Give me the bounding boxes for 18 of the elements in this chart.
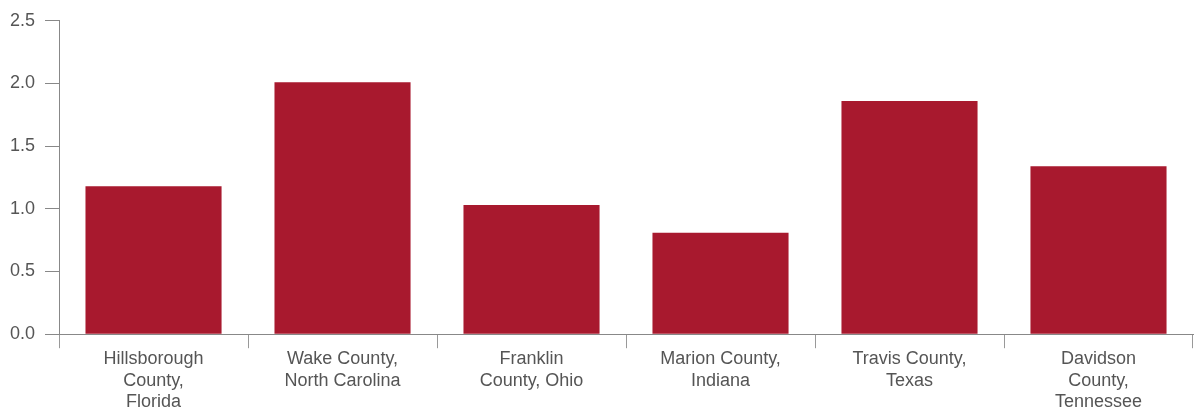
bar xyxy=(841,101,978,334)
x-tick-label: Wake County, North Carolina xyxy=(284,347,402,390)
y-tick-label: 1.0 xyxy=(9,197,36,218)
y-tick-label: 0.0 xyxy=(9,323,36,344)
x-tick-label: Marion County, Indiana xyxy=(660,347,781,390)
bar xyxy=(463,205,600,334)
bar xyxy=(85,186,222,334)
x-tick-label: Travis County, Texas xyxy=(852,347,967,390)
x-tick-label: Hillsborough County, Florida xyxy=(103,347,204,412)
y-tick-label: 2.5 xyxy=(9,9,36,30)
x-tick-label: Franklin County, Ohio xyxy=(479,347,584,390)
y-tick-label: 1.5 xyxy=(9,135,36,156)
bar xyxy=(1030,166,1167,334)
bar xyxy=(652,232,789,334)
y-tick-label: 2.0 xyxy=(9,72,36,93)
bar xyxy=(274,82,411,334)
y-tick-label: 0.5 xyxy=(9,260,36,281)
x-tick-label: Davidson County, Tennessee xyxy=(1054,347,1143,412)
